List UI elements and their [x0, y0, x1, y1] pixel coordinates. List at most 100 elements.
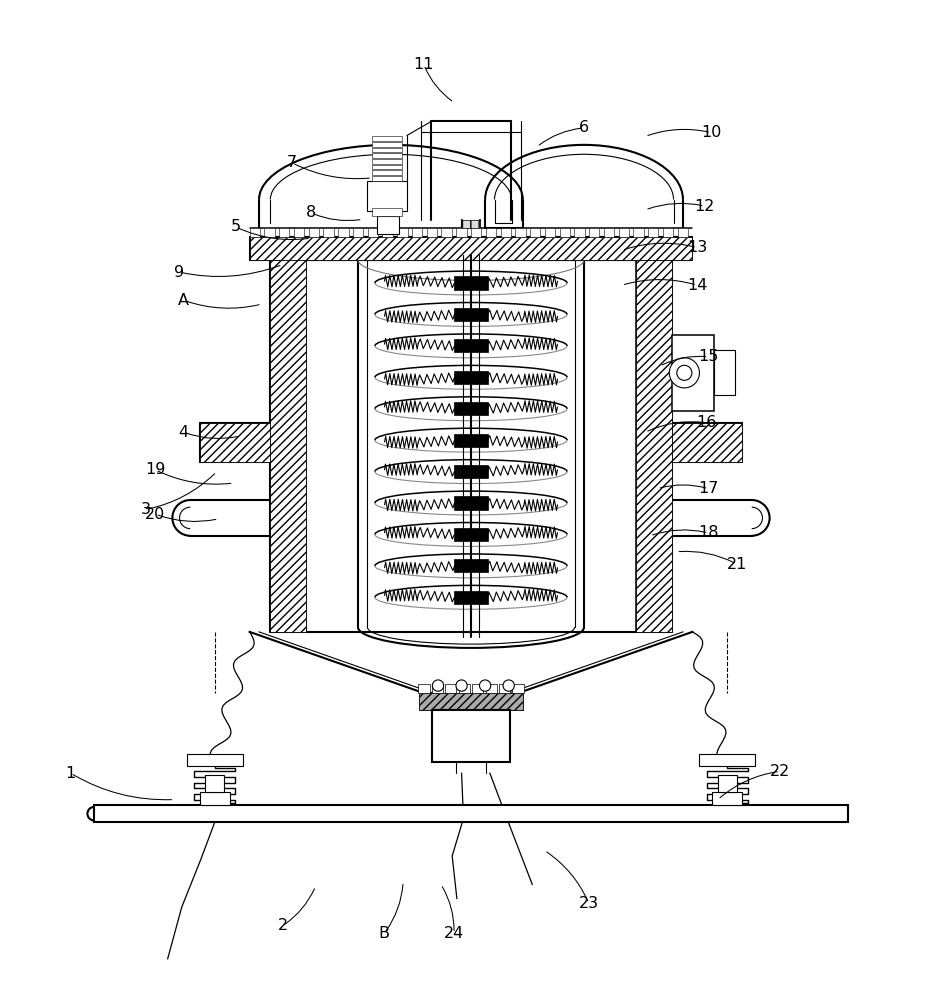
- Bar: [604, 228, 614, 237]
- Bar: [446, 684, 457, 693]
- Circle shape: [669, 358, 699, 388]
- Bar: [200, 792, 230, 805]
- Text: 5: 5: [231, 219, 240, 234]
- Bar: [619, 228, 629, 237]
- Bar: [382, 228, 393, 237]
- Bar: [432, 710, 510, 762]
- Bar: [718, 775, 737, 792]
- Bar: [560, 228, 570, 237]
- Bar: [462, 220, 480, 228]
- Circle shape: [479, 680, 491, 691]
- Bar: [367, 228, 378, 237]
- Text: 6: 6: [579, 120, 589, 135]
- Bar: [367, 181, 407, 211]
- Bar: [338, 228, 349, 237]
- Bar: [454, 371, 488, 384]
- Bar: [377, 216, 399, 234]
- Bar: [372, 170, 402, 175]
- Bar: [454, 308, 488, 321]
- Bar: [712, 792, 742, 805]
- Bar: [454, 496, 488, 510]
- Text: 10: 10: [701, 125, 722, 140]
- Text: 16: 16: [696, 415, 717, 430]
- Text: 9: 9: [174, 265, 184, 280]
- Bar: [677, 228, 688, 237]
- Bar: [398, 228, 408, 237]
- Bar: [663, 228, 674, 237]
- Text: 2: 2: [278, 918, 287, 933]
- Bar: [427, 228, 437, 237]
- Bar: [309, 228, 319, 237]
- Bar: [633, 228, 643, 237]
- Bar: [205, 775, 224, 792]
- Bar: [672, 423, 742, 462]
- Bar: [431, 684, 443, 693]
- Bar: [279, 228, 289, 237]
- Bar: [187, 754, 243, 766]
- Text: 24: 24: [444, 926, 464, 941]
- Bar: [454, 465, 488, 478]
- Text: B: B: [379, 926, 390, 941]
- Text: 1: 1: [66, 766, 75, 781]
- Bar: [270, 260, 306, 632]
- Circle shape: [677, 365, 691, 380]
- Bar: [454, 434, 488, 447]
- Bar: [515, 228, 526, 237]
- Bar: [372, 165, 402, 169]
- Bar: [372, 148, 402, 152]
- Text: 19: 19: [145, 462, 166, 477]
- Bar: [459, 684, 470, 693]
- Text: 13: 13: [687, 240, 707, 255]
- Bar: [454, 402, 488, 415]
- Bar: [714, 350, 735, 395]
- Bar: [454, 276, 488, 290]
- Text: 7: 7: [287, 155, 297, 170]
- Bar: [323, 228, 333, 237]
- Text: 22: 22: [770, 764, 790, 779]
- Bar: [699, 754, 755, 766]
- Bar: [648, 228, 658, 237]
- Text: 11: 11: [414, 57, 434, 72]
- Bar: [486, 228, 496, 237]
- Text: A: A: [178, 293, 189, 308]
- Bar: [472, 684, 483, 693]
- Bar: [294, 228, 304, 237]
- Bar: [512, 684, 524, 693]
- Bar: [265, 228, 275, 237]
- Bar: [250, 228, 260, 237]
- Bar: [94, 805, 848, 822]
- Bar: [530, 228, 541, 237]
- Text: 15: 15: [698, 349, 719, 364]
- Text: 23: 23: [578, 896, 599, 911]
- Bar: [672, 335, 714, 411]
- Bar: [372, 136, 402, 141]
- Bar: [500, 228, 511, 237]
- Text: 17: 17: [698, 481, 719, 496]
- Bar: [454, 591, 488, 604]
- Bar: [499, 684, 511, 693]
- Text: 18: 18: [698, 525, 719, 540]
- Text: 14: 14: [687, 278, 707, 293]
- Bar: [589, 228, 599, 237]
- Bar: [454, 339, 488, 352]
- Bar: [250, 237, 692, 260]
- Bar: [442, 228, 452, 237]
- Circle shape: [456, 680, 467, 691]
- Bar: [412, 228, 422, 237]
- Bar: [544, 228, 555, 237]
- Text: 21: 21: [726, 557, 747, 572]
- Bar: [456, 228, 466, 237]
- Bar: [372, 153, 402, 158]
- Bar: [418, 684, 430, 693]
- Text: 20: 20: [145, 507, 166, 522]
- Text: 3: 3: [141, 502, 151, 517]
- Text: 12: 12: [694, 199, 715, 214]
- Text: 8: 8: [306, 205, 316, 220]
- Bar: [200, 423, 270, 462]
- Bar: [372, 159, 402, 164]
- Text: 4: 4: [179, 425, 188, 440]
- Circle shape: [432, 680, 444, 691]
- Bar: [372, 176, 402, 181]
- Bar: [471, 228, 481, 237]
- Bar: [575, 228, 585, 237]
